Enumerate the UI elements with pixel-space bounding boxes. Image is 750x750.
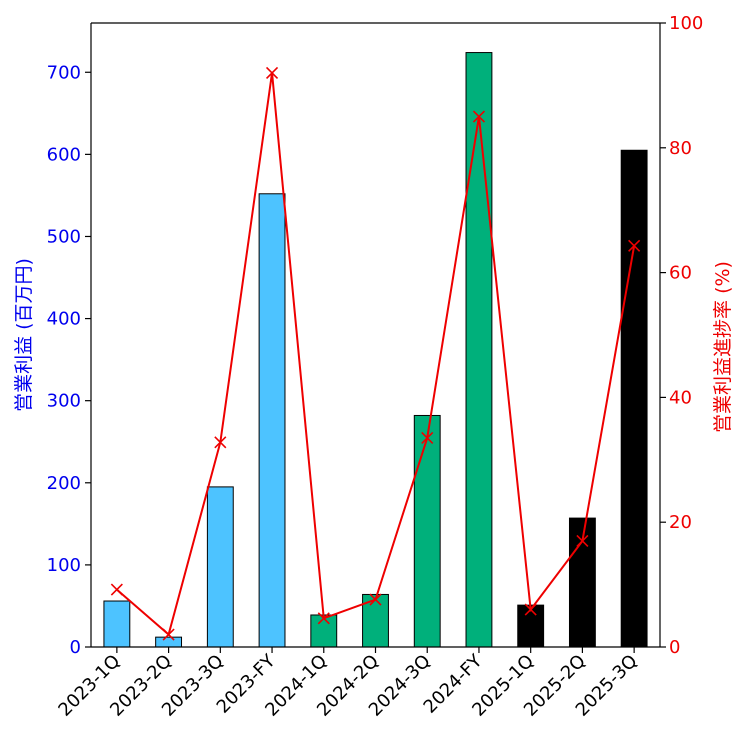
y-tick-left-label: 600 <box>47 144 81 165</box>
y-tick-right-label: 80 <box>669 138 692 159</box>
y-axis-label-left: 営業利益 (百万円) <box>13 258 35 412</box>
y-tick-left-label: 700 <box>47 62 81 83</box>
bar-2023-3Q <box>206 486 234 648</box>
progress-marker-2023-FY <box>265 66 279 79</box>
progress-marker-2023-2Q <box>162 628 175 641</box>
progress-marker-2024-1Q <box>317 612 330 625</box>
progress-marker-2025-1Q <box>524 603 537 616</box>
bar-2023-1Q <box>103 600 131 648</box>
bar-2024-FY <box>465 52 493 648</box>
y-tick-right-label: 40 <box>669 387 692 408</box>
progress-marker-2024-FY <box>472 110 486 123</box>
y-tick-left-label: 0 <box>70 637 81 658</box>
bars-layer <box>103 52 648 648</box>
y-tick-right-label: 20 <box>669 512 692 533</box>
bar-2023-FY <box>258 193 286 648</box>
bar-2024-1Q <box>310 614 338 648</box>
progress-line <box>116 72 636 637</box>
bar-2024-3Q <box>413 414 441 648</box>
plot-frame <box>90 22 661 648</box>
y-tick-right-label: 60 <box>669 263 692 284</box>
progress-marker-2024-3Q <box>421 431 434 445</box>
bar-2025-1Q <box>517 604 545 648</box>
progress-marker-2025-2Q <box>576 534 589 547</box>
bar-2023-2Q <box>155 636 183 648</box>
y-tick-left-label: 400 <box>47 309 81 330</box>
bar-2025-3Q <box>620 149 648 648</box>
y-tick-left-label: 200 <box>47 473 81 494</box>
progress-marker-2023-3Q <box>214 436 227 449</box>
y-axis-label-right: 営業利益進捗率 (%) <box>712 261 734 433</box>
y-tick-right-label: 100 <box>669 13 703 34</box>
progress-marker-2025-3Q <box>628 239 641 252</box>
progress-marker-2024-2Q <box>369 593 382 606</box>
y-tick-left-label: 100 <box>47 555 81 576</box>
progress-marker-2023-1Q <box>110 583 123 596</box>
y-tick-right-label: 0 <box>669 637 680 658</box>
progress-line-layer <box>116 72 636 637</box>
y-tick-left-label: 300 <box>47 391 81 412</box>
y-tick-left-label: 500 <box>47 226 81 247</box>
progress-markers-layer <box>110 66 641 641</box>
